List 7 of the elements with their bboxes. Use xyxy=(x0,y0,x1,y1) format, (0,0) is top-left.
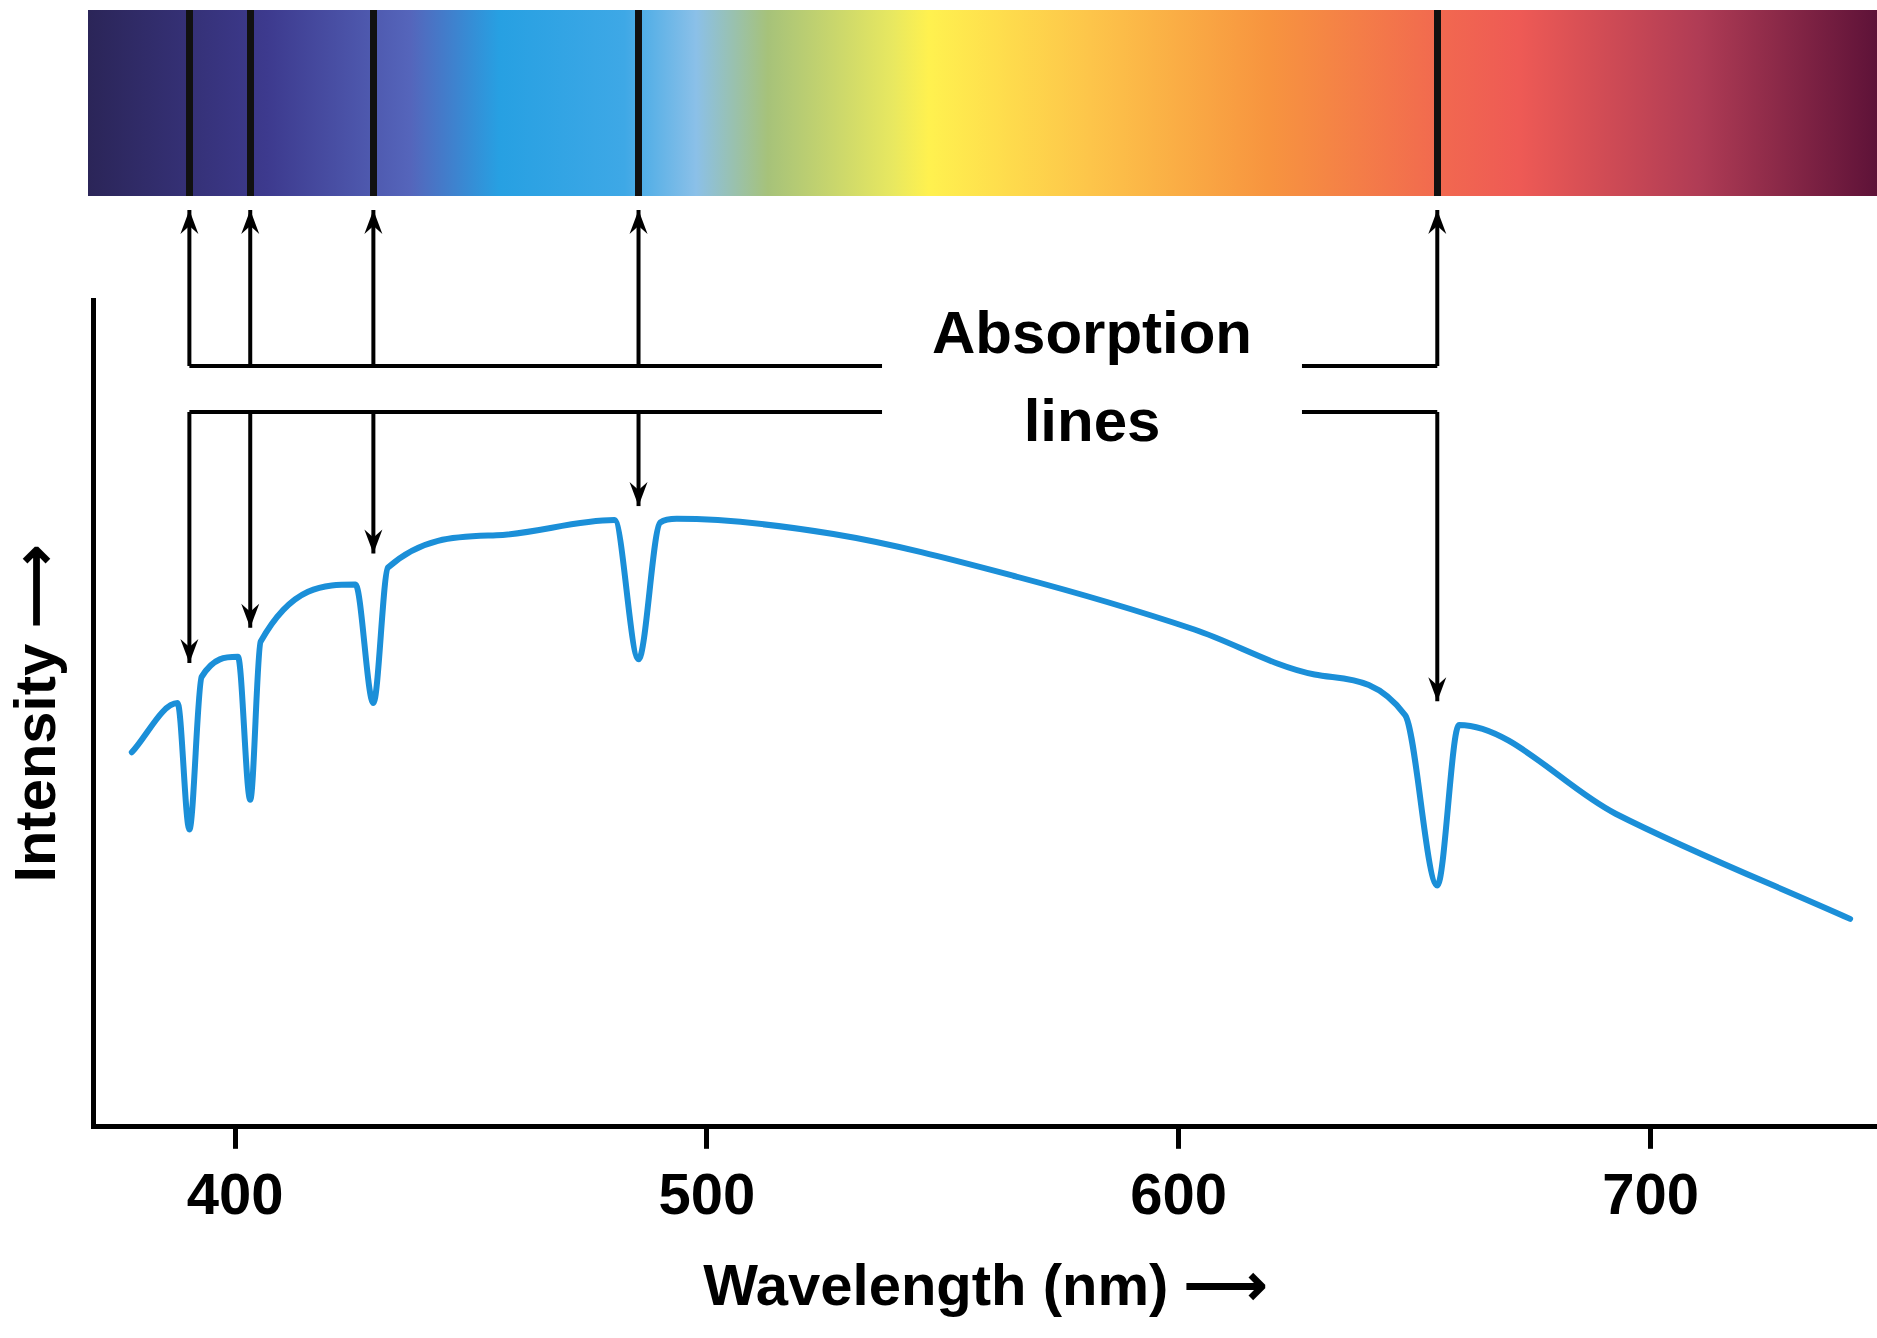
x-tick-label: 600 xyxy=(1130,1160,1228,1226)
x-axis-title: Wavelength (nm) ⟶ xyxy=(703,1252,1268,1318)
x-tick-label: 400 xyxy=(186,1160,284,1226)
x-tick-label: 500 xyxy=(658,1160,756,1226)
text: Absorption lines xyxy=(932,298,1252,454)
y-axis-title: Intensity ⟶ xyxy=(1,544,67,883)
x-tick-label: 700 xyxy=(1602,1160,1699,1226)
